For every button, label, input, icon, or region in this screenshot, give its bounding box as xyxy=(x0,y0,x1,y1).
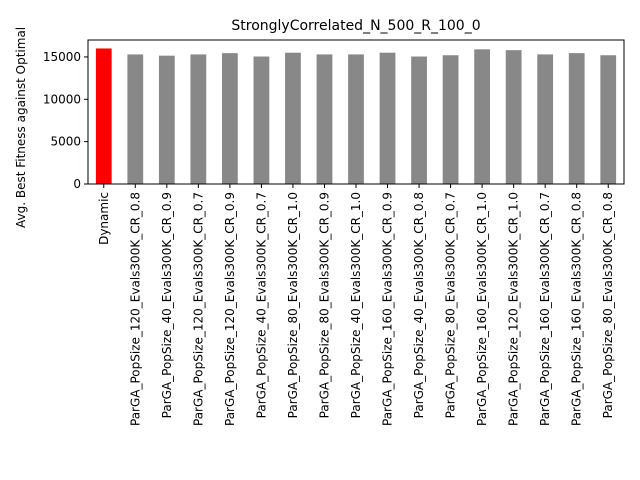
x-tick-label-16: ParGA_PopSize_80_Evals300K_CR_0.8 xyxy=(601,192,615,418)
x-tick-label-0: Dynamic xyxy=(97,192,111,245)
x-tick-label-2: ParGA_PopSize_40_Evals300K_CR_0.9 xyxy=(160,192,174,418)
bar-10 xyxy=(411,56,427,184)
x-tick-label-5: ParGA_PopSize_40_Evals300K_CR_0.7 xyxy=(254,192,268,418)
y-tick-label-1: 5000 xyxy=(50,135,81,149)
chart-title: StronglyCorrelated_N_500_R_100_0 xyxy=(231,18,480,34)
plot-frame xyxy=(87,39,625,185)
bar-14 xyxy=(537,54,554,185)
x-tick-label-6: ParGA_PopSize_80_Evals300K_CR_1.0 xyxy=(286,192,300,418)
x-tick-label-14: ParGA_PopSize_160_Evals300K_CR_0.7 xyxy=(538,192,552,426)
x-tick-label-3: ParGA_PopSize_120_Evals300K_CR_0.7 xyxy=(191,192,205,426)
bar-7 xyxy=(316,54,333,185)
bar-9 xyxy=(379,52,396,184)
x-tick-label-10: ParGA_PopSize_40_Evals300K_CR_0.8 xyxy=(412,192,426,418)
bar-2 xyxy=(158,55,175,184)
bar-11 xyxy=(442,55,459,185)
x-tick-label-4: ParGA_PopSize_120_Evals300K_CR_0.9 xyxy=(223,192,237,426)
x-tick-label-13: ParGA_PopSize_120_Evals300K_CR_1.0 xyxy=(507,192,521,426)
x-axis-ticks: Dynamic ParGA_PopSize_120_Evals300K_CR_0.… xyxy=(97,184,615,426)
x-tick-label-1: ParGA_PopSize_120_Evals300K_CR_0.8 xyxy=(128,192,142,426)
y-tick-label-0: 0 xyxy=(73,177,81,191)
x-tick-label-15: ParGA_PopSize_160_Evals300K_CR_0.8 xyxy=(570,192,584,426)
bar-8 xyxy=(348,54,364,185)
bars-group xyxy=(95,48,617,185)
bar-16 xyxy=(600,55,617,185)
bar-4 xyxy=(222,53,238,185)
bar-13 xyxy=(505,50,522,185)
bar-0 xyxy=(95,48,112,185)
bar-5 xyxy=(253,56,270,184)
bar-15 xyxy=(568,53,585,185)
y-axis-label: Avg. Best Fitness against Optimal xyxy=(14,27,28,228)
bar-12 xyxy=(474,49,490,185)
x-tick-label-7: ParGA_PopSize_80_Evals300K_CR_0.9 xyxy=(317,192,331,418)
bar-3 xyxy=(190,54,207,185)
x-tick-label-9: ParGA_PopSize_160_Evals300K_CR_0.9 xyxy=(381,192,395,426)
bar-6 xyxy=(285,52,301,184)
x-tick-label-12: ParGA_PopSize_160_Evals300K_CR_1.0 xyxy=(475,192,489,426)
x-tick-label-8: ParGA_PopSize_40_Evals300K_CR_1.0 xyxy=(349,192,363,418)
y-tick-label-2: 10000 xyxy=(43,92,81,106)
bar-1 xyxy=(127,54,144,185)
y-tick-label-3: 15000 xyxy=(43,50,81,64)
x-tick-label-11: ParGA_PopSize_80_Evals300K_CR_0.7 xyxy=(444,192,458,418)
y-axis-ticks: 0 5000 10000 15000 xyxy=(43,50,88,191)
